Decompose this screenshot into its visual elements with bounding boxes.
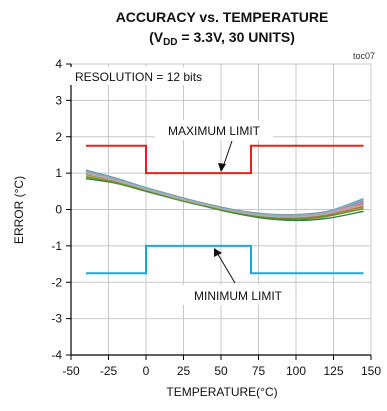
min-limit-pointer [215,250,236,284]
max-limit-arrowhead [218,163,226,172]
resolution-box [69,67,197,85]
x-tick-label: 150 [361,364,381,378]
limit-lines [86,144,364,275]
x-tick-label: 75 [252,364,266,378]
axes [66,63,372,360]
max-limit-label-box [155,120,273,140]
y-tick-label: -4 [51,348,62,362]
min-limit-label-box [181,285,295,305]
y-tick-label: 1 [55,166,62,180]
min-limit-arrowhead [214,248,222,257]
figure-id: toc07 [353,51,375,61]
limit-line [86,144,364,175]
x-tick-label: -25 [100,364,118,378]
x-tick-label: 25 [177,364,191,378]
max-limit-label: MAXIMUM LIMIT [168,124,261,138]
unit-curves [85,169,364,222]
y-tick-label: 2 [55,130,62,144]
limit-line [86,244,364,275]
y-tick-label: 0 [55,203,62,217]
y-tick-label: -2 [51,275,62,289]
x-tick-label: 100 [286,364,306,378]
x-tick-label: -50 [62,364,80,378]
subtitle-subscript: DD [163,37,177,48]
tick-labels: -50 -25 0 25 50 75 100 125 150 -4 -3 -2 -1 0 1 2 3 4 [51,57,381,378]
unit-curve [85,176,364,220]
y-tick-label: 3 [55,93,62,107]
subtitle-suffix: = 3.3V, 30 UNITS) [178,29,295,45]
y-axis-label: ERROR (°C) [12,176,26,244]
unit-curve [85,172,364,218]
x-tick-label: 0 [143,364,150,378]
y-tick-label: -1 [51,239,62,253]
resolution-annotation: RESOLUTION = 12 bits [75,70,202,84]
min-limit-label: MINIMUM LIMIT [194,289,283,303]
chart-title: ACCURACY vs. TEMPERATURE [116,9,329,25]
x-tick-label: 125 [323,364,343,378]
y-tick-label: 4 [55,57,62,71]
y-tick-label: -3 [51,312,62,326]
x-axis-label: TEMPERATURE(°C) [166,385,277,399]
x-tick-label: 50 [214,364,228,378]
chart-subtitle: (VDD = 3.3V, 30 UNITS) [149,29,295,48]
subtitle-prefix: (V [149,29,164,45]
